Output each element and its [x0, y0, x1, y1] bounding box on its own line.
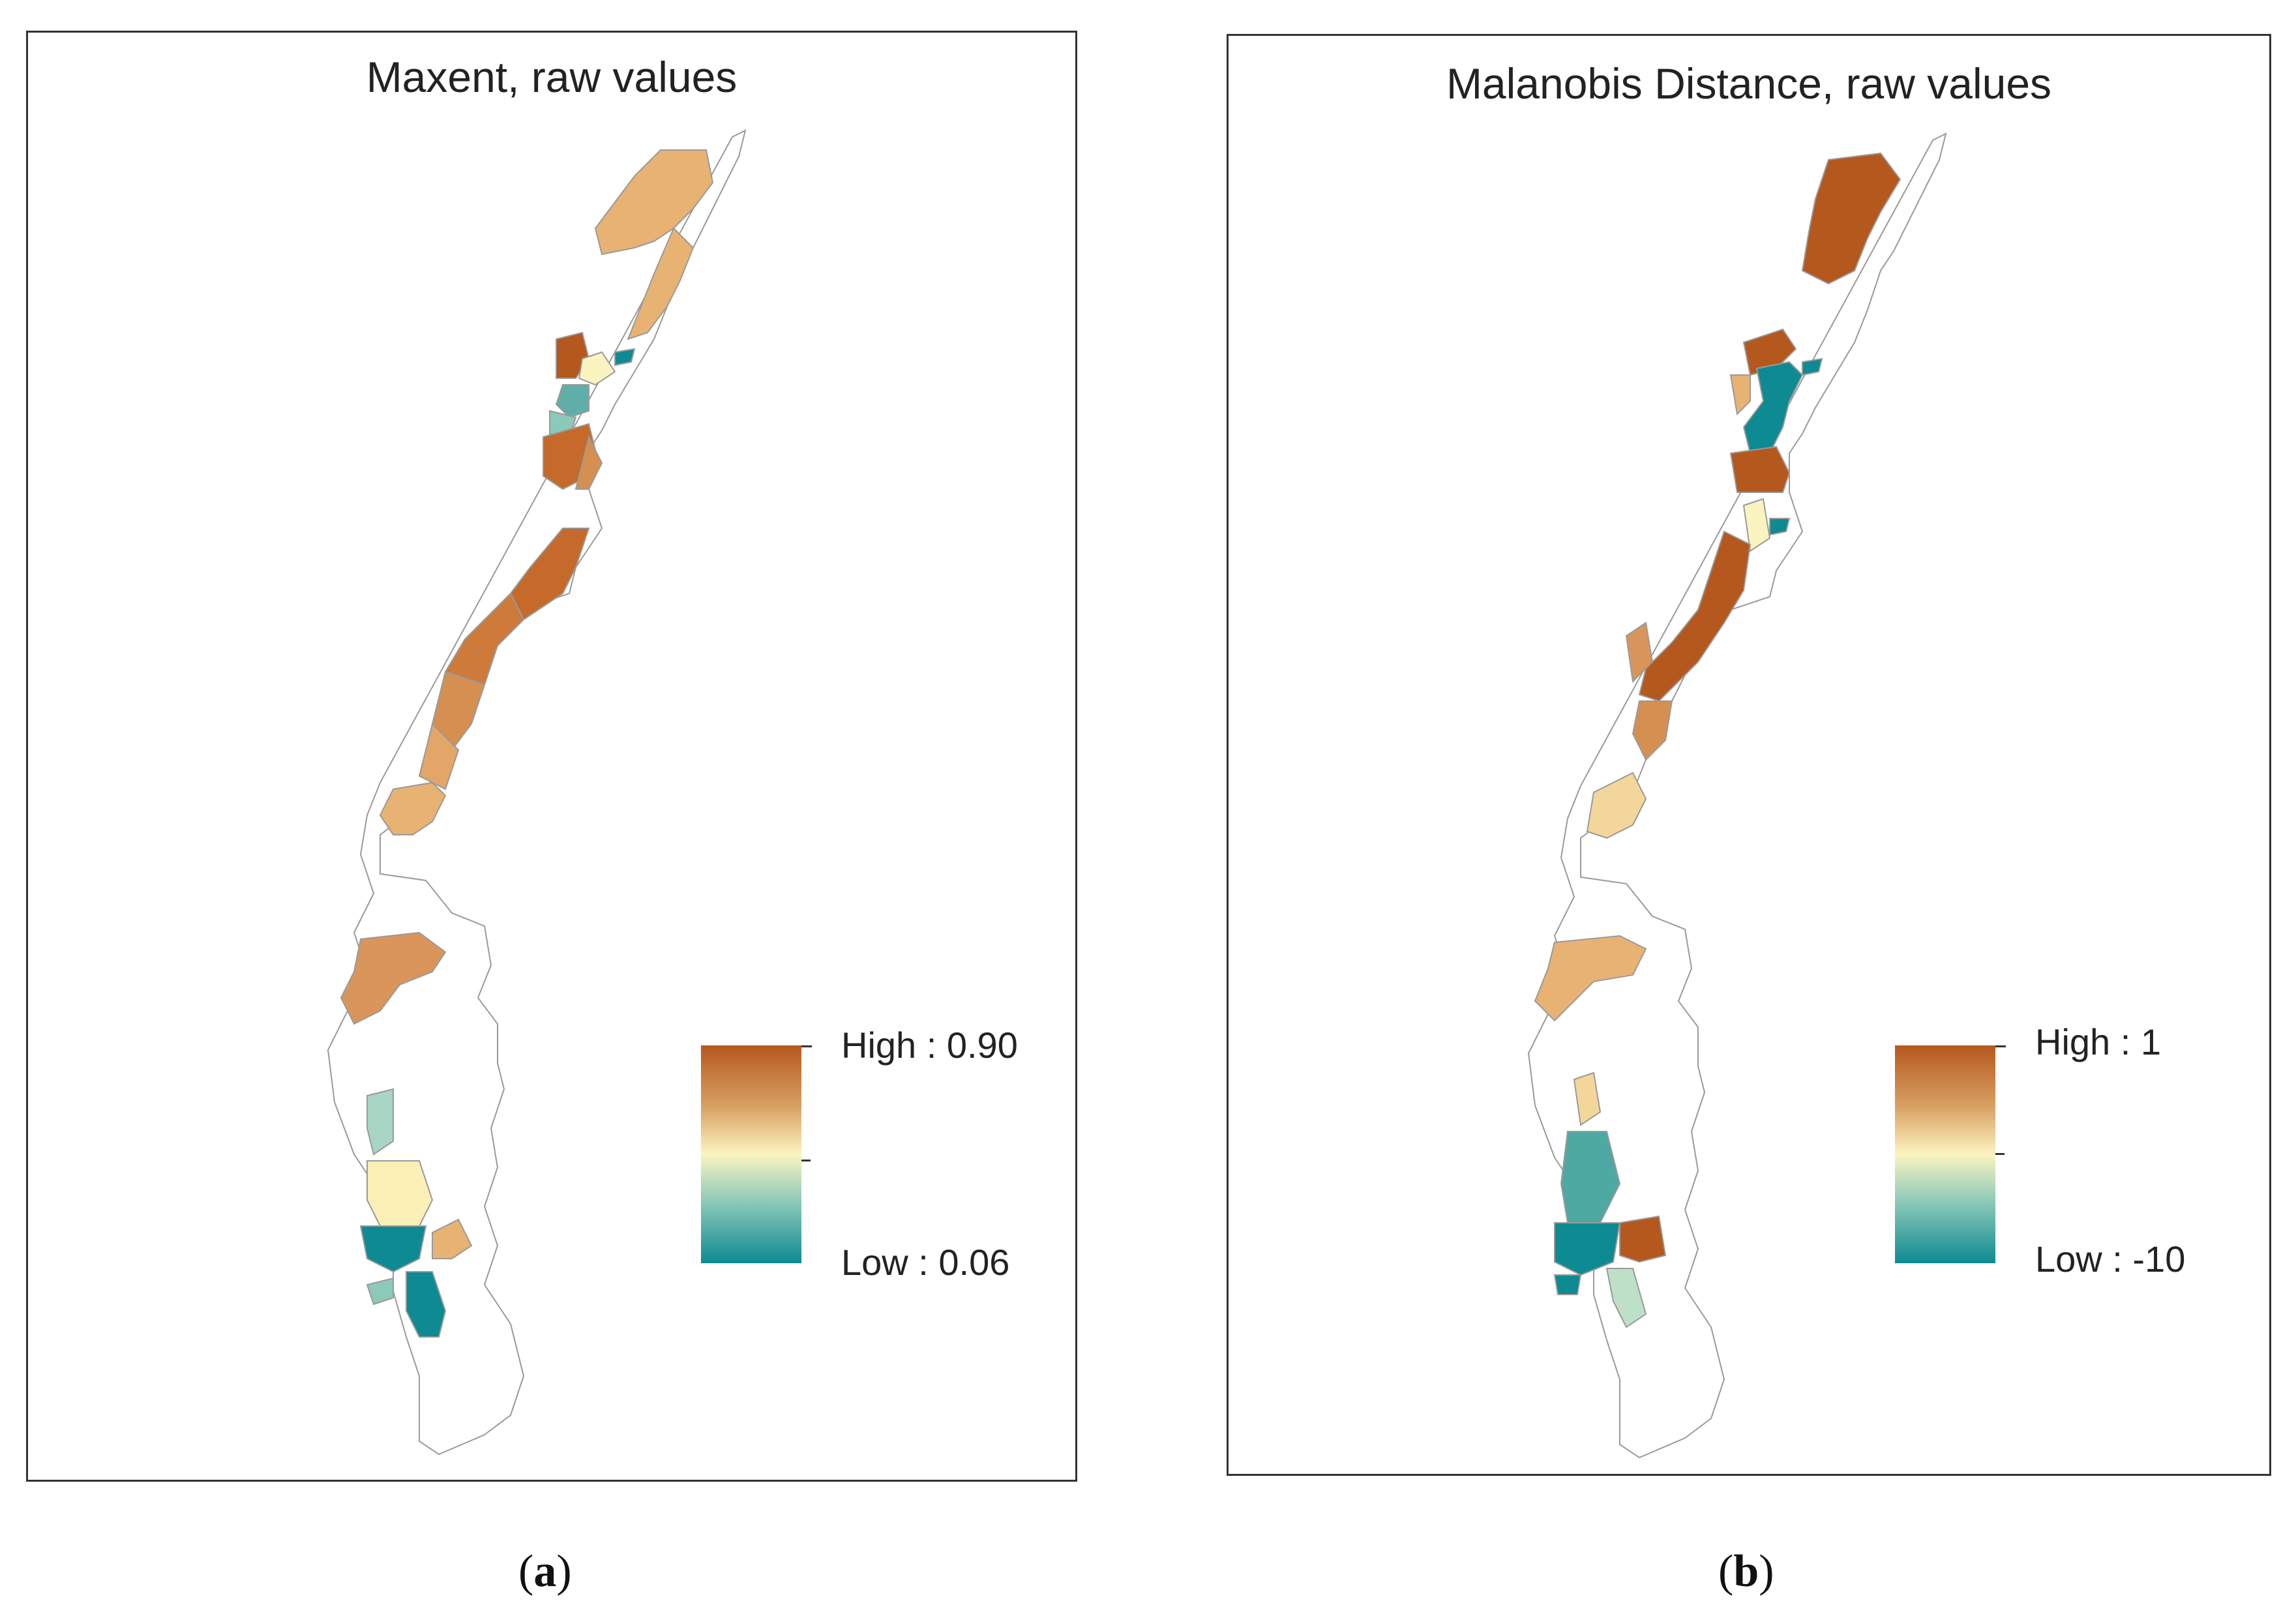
- region-b-north: [1801, 152, 1901, 285]
- coastal-map-a: [327, 129, 747, 1456]
- map-panel-b: Malanobis Distance, raw values High : 1 …: [1227, 34, 2271, 1476]
- region-cluster-3: [614, 348, 636, 367]
- region-b-central-1: [1638, 530, 1752, 702]
- region-south-2: [366, 1160, 434, 1227]
- region-south-5: [406, 1271, 447, 1338]
- region-south-6: [366, 1277, 394, 1306]
- region-b-central-2: [1625, 622, 1654, 683]
- region-b-south-3: [1554, 1222, 1621, 1276]
- caption-letter-b: b: [1733, 1546, 1759, 1596]
- legend-high-label-a: High : 0.90: [841, 1025, 1018, 1066]
- legend-tick-high-b: [1995, 1045, 2006, 1047]
- region-b-south-4: [1619, 1215, 1667, 1263]
- region-b-cluster-1: [1742, 328, 1797, 376]
- region-cluster-7: [574, 435, 603, 490]
- region-b-cluster-2: [1742, 361, 1804, 454]
- region-b-central-3: [1632, 700, 1673, 761]
- legend-tick-mid-b: [1995, 1153, 2005, 1155]
- coast-outline-b: [1527, 132, 1947, 1459]
- region-b-south-1: [1573, 1071, 1602, 1126]
- coastal-map-b: [1527, 132, 1947, 1459]
- region-b-cluster-3: [1802, 357, 1823, 376]
- legend-color-bar-b: [1895, 1045, 1995, 1263]
- region-north: [594, 149, 714, 256]
- coast-outline-a: [327, 129, 747, 1456]
- region-b-west-lobe: [1534, 935, 1647, 1022]
- region-west-lobe: [340, 931, 447, 1025]
- legend-color-bar-a: [701, 1045, 801, 1263]
- region-central-3: [431, 670, 486, 751]
- region-north-tail: [627, 227, 694, 340]
- legend-tick-mid-a: [801, 1160, 811, 1161]
- region-b-cluster-4: [1729, 374, 1751, 416]
- region-central-1: [509, 528, 590, 621]
- region-b-south-6: [1553, 1274, 1582, 1295]
- region-b-south-5: [1605, 1268, 1647, 1328]
- region-central-5: [379, 781, 447, 835]
- region-south-1: [366, 1088, 394, 1156]
- region-b-cluster-5: [1729, 445, 1791, 493]
- map-title-b: Malanobis Distance, raw values: [1446, 59, 2052, 108]
- region-b-mid-2: [1769, 518, 1791, 536]
- region-south-4: [432, 1218, 473, 1259]
- caption-b: (b): [1718, 1546, 1774, 1596]
- region-cluster-4: [555, 384, 589, 419]
- caption-a: (a): [518, 1546, 572, 1596]
- region-south-3: [359, 1225, 427, 1273]
- region-central-4: [418, 723, 460, 790]
- legend-low-label-b: Low : -10: [2035, 1238, 2186, 1280]
- region-cluster-2: [578, 351, 616, 386]
- region-b-central-4: [1586, 772, 1647, 839]
- region-b-mid-1: [1742, 498, 1771, 552]
- legend-tick-high-a: [801, 1045, 812, 1047]
- legend-high-label-b: High : 1: [2035, 1021, 2161, 1062]
- caption-letter-a: a: [533, 1546, 557, 1596]
- map-title-a: Maxent, raw values: [366, 53, 738, 101]
- legend-low-label-a: Low : 0.06: [841, 1242, 1010, 1283]
- map-panel-a: Maxent, raw values: [26, 31, 1077, 1482]
